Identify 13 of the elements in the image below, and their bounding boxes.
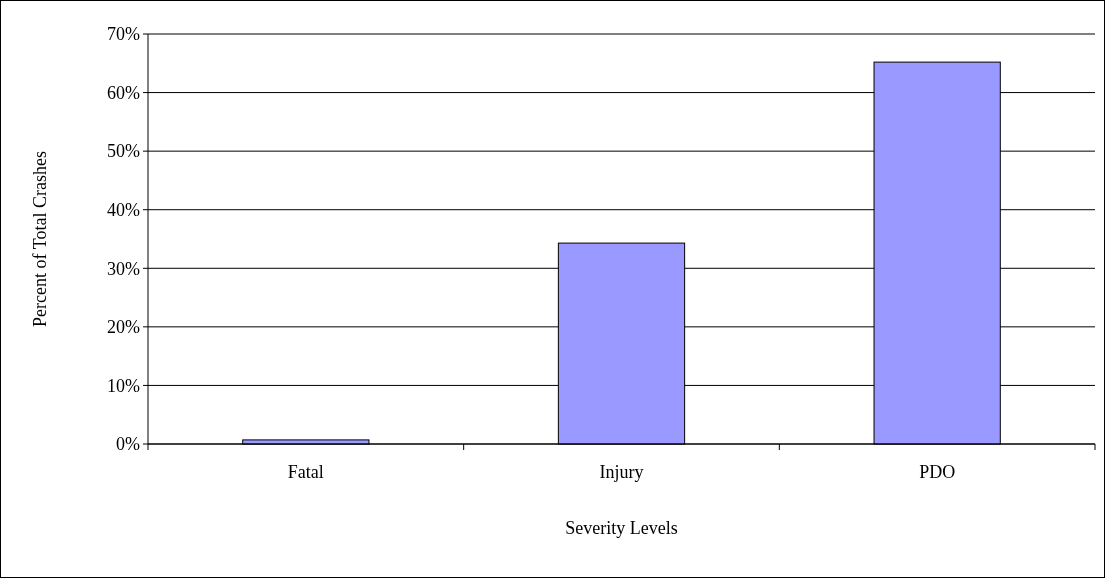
y-tick-label: 60%: [107, 82, 140, 103]
y-tick-label: 0%: [116, 434, 140, 455]
y-tick-label: 10%: [107, 375, 140, 396]
x-axis-title: Severity Levels: [565, 518, 678, 538]
x-tick-label: Injury: [599, 462, 644, 482]
y-tick-label: 20%: [107, 317, 140, 338]
x-tick-label: Fatal: [287, 462, 324, 482]
y-tick-label: 40%: [107, 200, 140, 221]
y-axis-title: Percent of Total Crashes: [30, 151, 50, 327]
y-tick-label: 50%: [107, 141, 140, 162]
y-tick-label: 30%: [107, 258, 140, 279]
x-tick-label: PDO: [919, 462, 956, 482]
y-tick-label: 70%: [107, 24, 140, 45]
